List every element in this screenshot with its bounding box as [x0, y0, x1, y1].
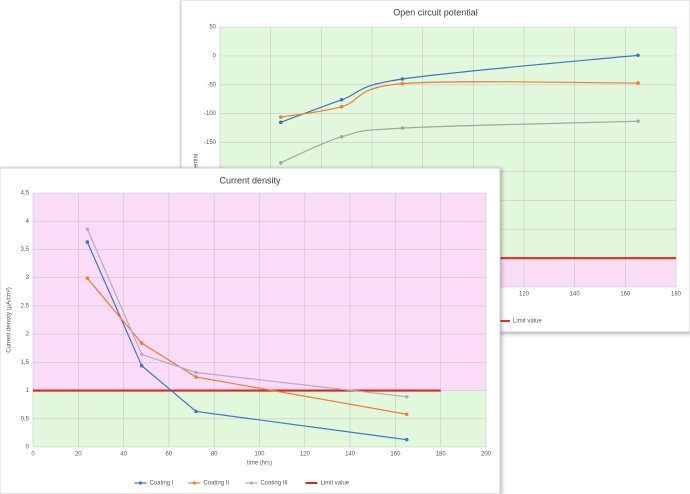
y-tick-label: 2,5 [21, 303, 30, 309]
x-tick-label: 20 [75, 452, 82, 458]
data-point [85, 276, 90, 281]
data-point [400, 77, 405, 81]
x-tick-label: 160 [390, 452, 401, 458]
data-point [139, 352, 144, 357]
y-tick-label: -100 [204, 111, 217, 117]
legend-label: Limit value [320, 481, 349, 487]
x-tick-label: 140 [570, 292, 581, 298]
x-tick-label: 140 [345, 452, 356, 458]
data-point [404, 437, 409, 442]
data-point [636, 119, 640, 123]
series-line [86, 277, 407, 415]
x-tick-label: 40 [120, 452, 127, 458]
y-tick-label: 0 [213, 53, 217, 59]
y-tick-label: 4 [26, 219, 30, 225]
data-point [139, 341, 144, 345]
x-tick-label: 80 [211, 452, 218, 458]
x-tick-label: 100 [254, 452, 265, 458]
legend-marker [249, 481, 253, 485]
data-point [139, 363, 144, 368]
x-tick-label: 120 [300, 452, 311, 458]
data-point [339, 134, 344, 139]
x-tick-label: 0 [31, 452, 35, 458]
series-line [280, 81, 639, 118]
chart-title: Open circuit potential [393, 7, 478, 17]
y-tick-label: 0 [26, 445, 30, 451]
y-tick-label: 3 [26, 275, 30, 281]
data-point [339, 98, 344, 102]
chart: Current density 0 0,5 1 1,5 2 2,5 3 3,5 4 4,5 0 20 40… [0, 167, 501, 494]
data-point [636, 53, 640, 58]
chart-title: Current density [219, 175, 281, 185]
y-tick-label: 1 [26, 388, 30, 394]
legend-label: Coating III [260, 481, 288, 487]
y-tick-label: 2 [26, 332, 30, 338]
series-line [86, 228, 407, 398]
series-line [86, 241, 407, 441]
y-tick-label: 1,5 [21, 360, 30, 366]
data-point [279, 160, 283, 165]
data-point [194, 370, 198, 375]
data-point [85, 227, 90, 231]
y-tick-label: 3,5 [21, 247, 30, 253]
data-point [85, 240, 90, 244]
x-tick-label: 180 [671, 292, 682, 298]
x-axis-label: time (hrs) [247, 461, 272, 467]
legend-label: Coating II [203, 481, 229, 487]
x-tick-label: 60 [166, 452, 173, 458]
series-line [280, 54, 639, 123]
x-tick-label: 160 [620, 292, 631, 298]
y-tick-label: -50 [207, 82, 216, 88]
y-tick-label: 0,5 [21, 416, 30, 422]
data-point [400, 81, 405, 86]
legend-label: Limit value [513, 319, 542, 325]
y-tick-label: -150 [204, 140, 217, 146]
x-tick-label: 120 [519, 292, 530, 298]
data-point [194, 375, 198, 379]
y-axis-label: Current density (µA/cm²) [7, 287, 13, 352]
data-point [636, 81, 640, 85]
x-tick-label: 180 [436, 452, 447, 458]
data-point [404, 394, 409, 399]
legend-marker [192, 481, 196, 485]
series-line [280, 120, 639, 164]
data-point [400, 126, 405, 130]
data-point [339, 104, 344, 109]
x-tick-label: 200 [481, 452, 492, 458]
data-point [194, 409, 198, 414]
y-tick-label: 4,5 [21, 191, 30, 197]
legend-label: Coating I [149, 481, 173, 487]
legend-marker [138, 481, 143, 485]
data-point [279, 120, 283, 125]
data-point [279, 115, 283, 119]
data-point [404, 412, 409, 417]
y-tick-label: 50 [209, 25, 216, 31]
